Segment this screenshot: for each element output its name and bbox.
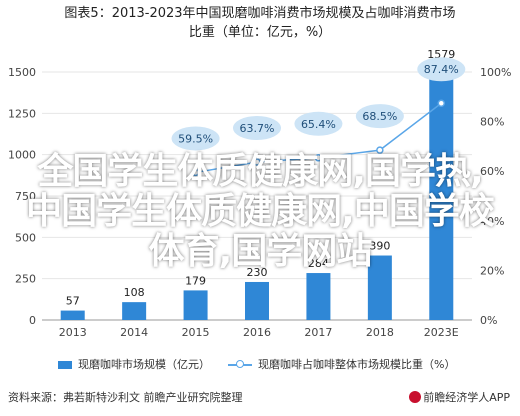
- y-right-tick-label: 20%: [480, 264, 504, 277]
- y-right-tick-label: 60%: [480, 165, 504, 178]
- chart-footer: 资料来源：弗若斯特沙利文 前瞻产业研究院整理 前瞻经济学人APP: [0, 386, 520, 408]
- bar-value-label: 284: [308, 257, 329, 270]
- line-value-label: 87.4%: [424, 63, 459, 76]
- legend-dot-marker: [236, 360, 244, 368]
- line-value-label: 63.7%: [240, 122, 275, 135]
- percent-bubble: [355, 104, 404, 129]
- chart-title: 图表5：2013-2023年中国现磨咖啡消费市场规模及占咖啡消费市场 比重（单位…: [8, 4, 512, 42]
- y-right-tick-label: 80%: [480, 116, 504, 129]
- line-value-label: 65.4%: [301, 118, 336, 131]
- chart-title-line1: 图表5：2013-2023年中国现磨咖啡消费市场规模及占咖啡消费市场: [64, 6, 456, 21]
- chart-legend: 现磨咖啡市场规模（亿元） 现磨咖啡占咖啡整体市场规模比重（%）: [0, 357, 520, 373]
- bar-value-label: 1579: [427, 48, 455, 61]
- bar: [122, 302, 147, 320]
- bar-value-label: 57: [66, 295, 80, 308]
- line-value-label: 59.5%: [178, 132, 213, 145]
- y-left-tick-label: 1500: [8, 66, 36, 79]
- x-tick-label: 2023E: [424, 326, 459, 339]
- y-left-tick-label: 0: [29, 314, 36, 327]
- legend-item-bar: 现磨咖啡市场规模（亿元）: [58, 357, 210, 373]
- percent-bubble: [294, 111, 343, 136]
- overlay-line3: 体育,国学网站: [148, 231, 373, 272]
- line-value-label: 68.5%: [362, 110, 397, 123]
- source-text: 资料来源：弗若斯特沙利文 前瞻产业研究院整理: [8, 391, 243, 404]
- x-tick-label: 2017: [304, 326, 332, 339]
- line-point: [376, 146, 384, 154]
- line-point: [191, 168, 200, 177]
- x-tick-label: 2014: [120, 326, 148, 339]
- percent-bubble: [417, 57, 466, 82]
- percent-bubble: [233, 116, 281, 141]
- x-tick-label: 2018: [366, 326, 394, 339]
- watermark-overlay-text: 全国学生体质健康网,国学热, 中国学生体质健康网,中国学校 体育,国学网站: [0, 152, 520, 272]
- brand-logo-icon: [409, 391, 422, 403]
- chart-title-line2: 比重（单位：亿元，%）: [188, 25, 332, 40]
- bar-value-label: 179: [185, 274, 206, 287]
- x-tick-label: 2016: [243, 326, 271, 339]
- bar: [183, 290, 208, 320]
- legend-line-label: 现磨咖啡占咖啡整体市场规模比重（%）: [258, 358, 456, 371]
- line-point: [253, 158, 261, 166]
- brand-credit: 前瞻经济学人APP: [409, 389, 510, 405]
- bar: [245, 281, 269, 320]
- y-left-tick-label: 750: [15, 190, 36, 203]
- y-right-tick-label: 100%: [480, 66, 511, 79]
- overlay-line2: 中国学生体质健康网,中国学校: [26, 191, 495, 232]
- bar-value-label: 108: [124, 286, 145, 299]
- y-right-tick-label: 0%: [480, 314, 497, 327]
- y-left-tick-label: 1250: [8, 107, 36, 120]
- line-point: [437, 99, 446, 107]
- percent-bubble: [171, 126, 220, 151]
- x-tick-label: 2015: [182, 326, 210, 339]
- y-right-tick-label: 40%: [480, 215, 504, 228]
- legend-bar-swatch: [58, 361, 72, 369]
- brand-name: 前瞻经济学人APP: [423, 391, 510, 404]
- legend-item-line: 现磨咖啡占咖啡整体市场规模比重（%）: [228, 357, 455, 373]
- x-tick-label: 2013: [59, 326, 87, 339]
- bar-value-label: 390: [369, 240, 390, 253]
- overlay-line1: 全国学生体质健康网,国学热,: [37, 151, 483, 192]
- bar: [367, 255, 392, 320]
- bar-value-label: 230: [247, 266, 268, 279]
- y-left-tick-label: 1000: [8, 149, 36, 162]
- bar: [60, 310, 85, 320]
- line-point: [314, 154, 323, 162]
- legend-bar-label: 现磨咖啡市场规模（亿元）: [78, 358, 210, 371]
- y-left-tick-label: 250: [15, 273, 36, 286]
- y-left-tick-label: 500: [15, 231, 36, 244]
- bar: [306, 273, 331, 320]
